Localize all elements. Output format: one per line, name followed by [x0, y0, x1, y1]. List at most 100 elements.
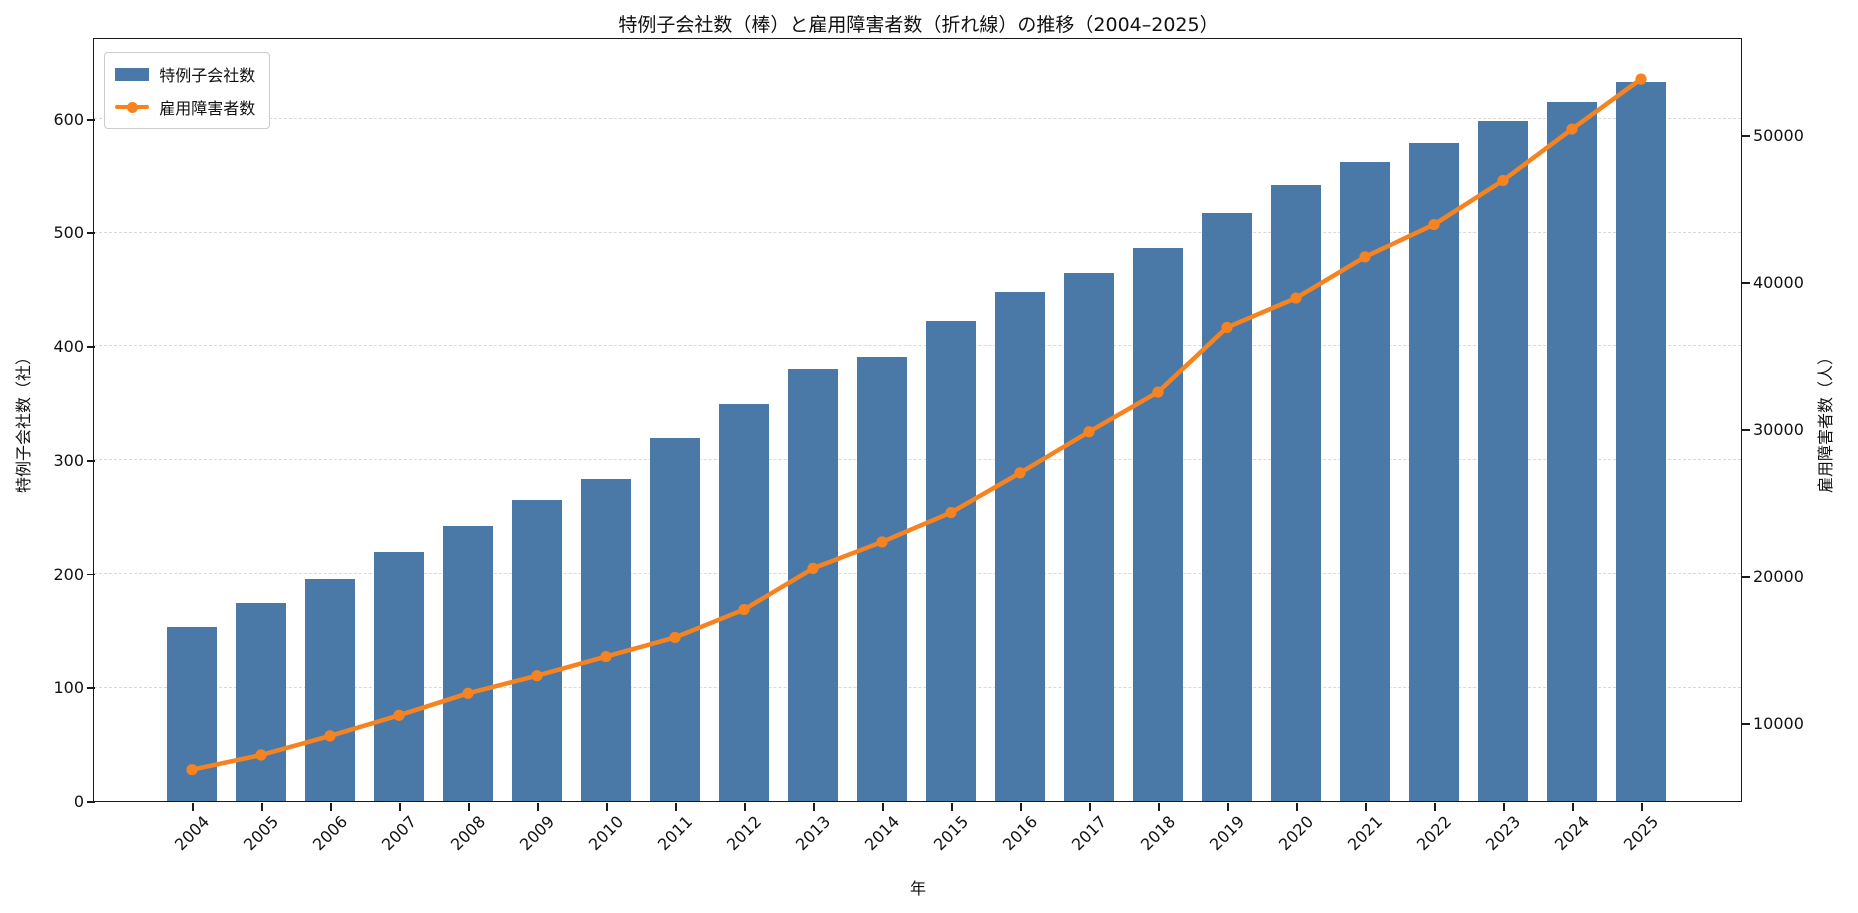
y-tick-label-right: 20000: [1753, 566, 1804, 586]
tick-mark: [468, 803, 470, 811]
line-marker-2010: [600, 651, 612, 663]
line-marker-2013: [807, 563, 819, 575]
y-tick-label-left: 100: [53, 678, 84, 698]
legend: 特例子会社数 雇用障害者数: [104, 52, 271, 130]
y-tick-label-left: 0: [73, 792, 84, 811]
y-tick-label-left: 500: [53, 223, 84, 243]
y-tick-label-right: 50000: [1753, 125, 1804, 145]
tick-mark: [261, 803, 263, 811]
x-tick-label-2017: 2017: [1068, 812, 1111, 855]
gridline: [94, 572, 1742, 574]
y-tick-label-left: 600: [53, 109, 84, 129]
bar-2016: [995, 291, 1046, 802]
line-marker-2021: [1359, 251, 1371, 263]
bar-2024: [1547, 101, 1598, 802]
tick-mark: [399, 803, 401, 811]
x-tick-label-2021: 2021: [1344, 812, 1387, 855]
line-marker-2020: [1290, 292, 1302, 304]
gridline: [94, 117, 1742, 119]
x-tick-label-2016: 2016: [999, 812, 1042, 855]
y-tick-label-left: 200: [53, 564, 84, 584]
x-tick-label-2009: 2009: [516, 812, 559, 855]
tick-mark: [87, 573, 95, 576]
bar-2023: [1478, 121, 1529, 802]
x-tick-label-2018: 2018: [1137, 812, 1180, 855]
line-series: [186, 73, 1647, 776]
tick-mark: [1742, 135, 1750, 137]
tick-mark: [1503, 803, 1505, 811]
y-tick-label-left: 300: [53, 450, 84, 470]
x-tick-label-2020: 2020: [1275, 812, 1318, 855]
tick-mark: [192, 803, 194, 811]
tick-mark: [1742, 281, 1750, 284]
tick-mark: [330, 803, 332, 811]
tick-mark: [87, 346, 95, 348]
tick-mark: [87, 801, 95, 803]
plot-area: 特例子会社数 雇用障害者数: [93, 38, 1743, 803]
tick-mark: [882, 803, 884, 811]
line-marker-2025: [1635, 73, 1647, 85]
tick-mark: [1227, 803, 1229, 811]
line-marker-icon: [115, 101, 150, 114]
legend-item-line: 雇用障害者数: [115, 95, 255, 119]
gridline: [94, 231, 1742, 233]
line-marker-2016: [1014, 467, 1026, 479]
tick-mark: [87, 232, 95, 235]
x-tick-label-2010: 2010: [585, 812, 628, 855]
bar-swatch-icon: [115, 67, 150, 81]
line-path: [191, 77, 1643, 773]
bar-2011: [650, 438, 701, 802]
line-marker-2017: [1083, 426, 1095, 438]
line-marker-2022: [1428, 219, 1440, 231]
bar-2015: [926, 321, 977, 802]
x-tick-label-2022: 2022: [1413, 812, 1456, 855]
tick-mark: [1158, 803, 1160, 811]
tick-mark: [951, 803, 953, 811]
tick-mark: [87, 118, 95, 121]
tick-mark: [1296, 803, 1298, 811]
bar-2018: [1133, 248, 1184, 802]
tick-mark: [744, 803, 746, 811]
x-tick-label-2024: 2024: [1551, 812, 1594, 855]
y-tick-label-left: 400: [53, 337, 84, 357]
y-tick-label-right: 40000: [1753, 272, 1804, 292]
x-tick-label-2005: 2005: [240, 812, 283, 855]
x-tick-label-2004: 2004: [171, 812, 214, 855]
x-tick-label-2014: 2014: [861, 812, 904, 855]
tick-mark: [1742, 575, 1750, 578]
x-tick-label-2019: 2019: [1206, 812, 1249, 855]
tick-mark: [1742, 722, 1750, 725]
bar-2008: [443, 525, 494, 802]
x-tick-label-2012: 2012: [723, 812, 766, 855]
tick-mark: [537, 803, 539, 811]
bar-2006: [305, 579, 356, 802]
x-tick-label-2025: 2025: [1620, 812, 1663, 855]
tick-mark: [675, 803, 677, 811]
tick-mark: [1641, 803, 1643, 811]
tick-mark: [606, 803, 608, 811]
bar-2025: [1616, 82, 1667, 802]
legend-item-bar: 特例子会社数: [115, 62, 255, 86]
x-tick-label-2011: 2011: [654, 812, 697, 855]
tick-mark: [87, 459, 95, 462]
line-marker-2012: [738, 604, 750, 616]
bar-2014: [857, 356, 908, 802]
line-marker-2006: [324, 730, 336, 742]
line-marker-2019: [1221, 322, 1233, 334]
line-marker-2005: [255, 749, 267, 761]
tick-mark: [87, 687, 95, 690]
tick-mark: [1365, 803, 1367, 811]
line-marker-2011: [669, 632, 681, 644]
x-tick-label-2023: 2023: [1482, 812, 1525, 855]
bar-2005: [236, 603, 287, 802]
line-marker-2008: [462, 687, 474, 700]
gridline: [94, 345, 1742, 347]
line-marker-2007: [393, 709, 405, 722]
line-marker-2024: [1566, 123, 1578, 135]
bar-2013: [788, 369, 839, 802]
tick-mark: [813, 803, 815, 811]
gridline: [94, 686, 1742, 688]
tick-mark: [1572, 803, 1574, 811]
line-marker-2004: [186, 764, 198, 776]
